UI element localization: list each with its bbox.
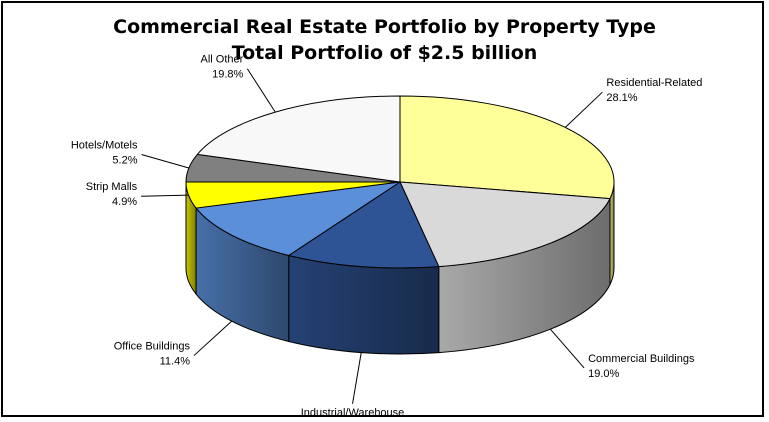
leader-line-commercial-buildings (549, 328, 585, 369)
leader-line-strip-malls (141, 194, 189, 197)
slice-value-strip-malls: 4.9% (112, 196, 137, 208)
slice-value-hotels-motels: 5.2% (112, 155, 137, 167)
slice-industrial-warehouse (288, 181, 440, 269)
slice-side-industrial-warehouse (288, 254, 440, 355)
slice-label-industrial-warehouse: Industrial/Warehouse (301, 407, 405, 419)
slice-value-office-buildings: 11.4% (160, 356, 191, 368)
slice-office-buildings (195, 181, 401, 256)
slice-label-commercial-buildings: Commercial Buildings (588, 353, 695, 365)
slice-commercial-buildings (399, 181, 611, 268)
leader-line-office-buildings (193, 320, 233, 356)
slice-label-residential-related: Residential-Related (606, 77, 702, 89)
leader-line-industrial-warehouse (352, 352, 362, 404)
slice-residential-related (399, 95, 615, 200)
slice-value-commercial-buildings: 19.0% (588, 368, 619, 380)
chart-title-block: Commercial Real Estate Portfolio by Prop… (0, 14, 769, 66)
slice-label-office-buildings: Office Buildings (114, 341, 191, 353)
slice-all-other (196, 95, 401, 183)
slice-label-all-other: All Other (201, 54, 244, 66)
chart-subtitle: Total Portfolio of $2.5 billion (231, 42, 538, 64)
pie-top-faces (185, 95, 615, 269)
leader-line-all-other (246, 68, 276, 113)
leader-line-hotels-motels (141, 154, 189, 169)
slice-label-strip-malls: Strip Malls (86, 181, 138, 193)
pie-side-walls (185, 181, 615, 355)
leader-line-residential-related (564, 91, 603, 128)
slice-value-residential-related: 28.1% (606, 92, 637, 104)
chart-title: Commercial Real Estate Portfolio by Prop… (113, 16, 656, 38)
slice-value-all-other: 19.8% (212, 69, 243, 81)
slice-labels: Residential-Related 28.1% Commercial Build… (71, 54, 703, 422)
slice-label-hotels-motels: Hotels/Motels (71, 140, 138, 152)
